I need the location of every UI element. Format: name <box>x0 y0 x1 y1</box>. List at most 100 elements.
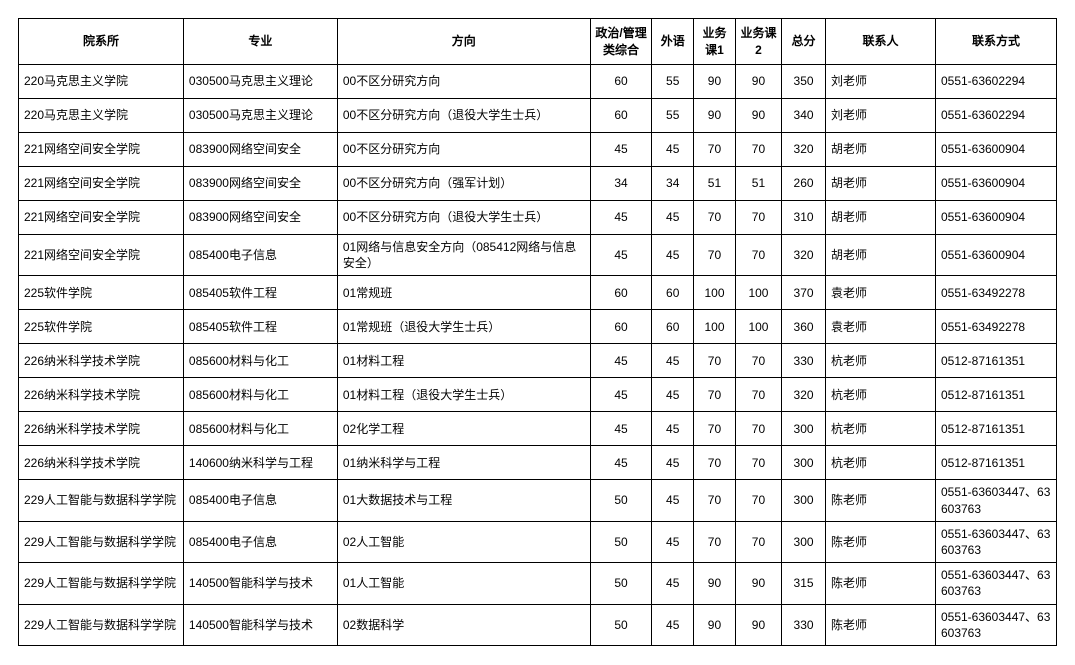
table-header: 院系所 专业 方向 政治/管理类综合 外语 业务课1 业务课2 总分 联系人 联… <box>19 19 1057 65</box>
table-row: 226纳米科学技术学院085600材料与化工01材料工程45457070330杭… <box>19 344 1057 378</box>
cell-pol: 45 <box>590 201 652 235</box>
cell-b1: 100 <box>694 310 736 344</box>
table-row: 221网络空间安全学院085400电子信息01网络与信息安全方向（085412网… <box>19 235 1057 276</box>
cell-pol: 45 <box>590 344 652 378</box>
cell-b1: 70 <box>694 412 736 446</box>
cell-b1: 70 <box>694 446 736 480</box>
cell-phone: 0551-63600904 <box>935 167 1056 201</box>
cell-b2: 70 <box>735 235 781 276</box>
cell-pol: 34 <box>590 167 652 201</box>
cell-pol: 50 <box>590 563 652 604</box>
cell-fl: 45 <box>652 604 694 645</box>
cell-fl: 34 <box>652 167 694 201</box>
cell-fl: 45 <box>652 235 694 276</box>
table-row: 221网络空间安全学院083900网络空间安全00不区分研究方向（退役大学生士兵… <box>19 201 1057 235</box>
cell-b2: 70 <box>735 412 781 446</box>
table-row: 226纳米科学技术学院140600纳米科学与工程01纳米科学与工程4545707… <box>19 446 1057 480</box>
cell-dir: 01人工智能 <box>337 563 590 604</box>
cell-dept: 225软件学院 <box>19 276 184 310</box>
cell-tot: 310 <box>782 201 826 235</box>
cell-phone: 0551-63602294 <box>935 99 1056 133</box>
cell-contact: 陈老师 <box>826 480 936 521</box>
cell-major: 085600材料与化工 <box>183 412 337 446</box>
cell-dept: 220马克思主义学院 <box>19 65 184 99</box>
cell-b1: 70 <box>694 344 736 378</box>
cell-tot: 370 <box>782 276 826 310</box>
cell-dept: 225软件学院 <box>19 310 184 344</box>
cell-contact: 杭老师 <box>826 412 936 446</box>
cell-b2: 100 <box>735 276 781 310</box>
col-major: 专业 <box>183 19 337 65</box>
cell-dept: 229人工智能与数据科学学院 <box>19 480 184 521</box>
cell-dir: 00不区分研究方向（退役大学生士兵） <box>337 99 590 133</box>
cell-dir: 00不区分研究方向（退役大学生士兵） <box>337 201 590 235</box>
cell-major: 140500智能科学与技术 <box>183 604 337 645</box>
cell-dept: 226纳米科学技术学院 <box>19 378 184 412</box>
cell-tot: 330 <box>782 344 826 378</box>
cell-contact: 胡老师 <box>826 133 936 167</box>
col-b2: 业务课2 <box>735 19 781 65</box>
cell-phone: 0551-63602294 <box>935 65 1056 99</box>
table-row: 229人工智能与数据科学学院085400电子信息01大数据技术与工程504570… <box>19 480 1057 521</box>
cell-pol: 45 <box>590 378 652 412</box>
cell-fl: 60 <box>652 310 694 344</box>
cell-phone: 0551-63603447、63603763 <box>935 563 1056 604</box>
cell-b2: 90 <box>735 604 781 645</box>
cell-b1: 100 <box>694 276 736 310</box>
cell-major: 085405软件工程 <box>183 310 337 344</box>
cell-major: 140500智能科学与技术 <box>183 563 337 604</box>
cell-fl: 45 <box>652 133 694 167</box>
cell-fl: 60 <box>652 276 694 310</box>
col-contact: 联系人 <box>826 19 936 65</box>
cell-dept: 221网络空间安全学院 <box>19 133 184 167</box>
cell-dir: 01纳米科学与工程 <box>337 446 590 480</box>
cell-fl: 45 <box>652 412 694 446</box>
cell-dir: 00不区分研究方向 <box>337 65 590 99</box>
cell-b2: 70 <box>735 378 781 412</box>
cell-pol: 45 <box>590 133 652 167</box>
cell-major: 030500马克思主义理论 <box>183 65 337 99</box>
cell-b2: 70 <box>735 446 781 480</box>
cell-major: 140600纳米科学与工程 <box>183 446 337 480</box>
col-b1: 业务课1 <box>694 19 736 65</box>
cell-contact: 刘老师 <box>826 65 936 99</box>
col-dept: 院系所 <box>19 19 184 65</box>
score-cutoff-table-container: 院系所 专业 方向 政治/管理类综合 外语 业务课1 业务课2 总分 联系人 联… <box>18 18 1057 646</box>
cell-b2: 90 <box>735 563 781 604</box>
cell-major: 085600材料与化工 <box>183 344 337 378</box>
table-row: 225软件学院085405软件工程01常规班（退役大学生士兵）606010010… <box>19 310 1057 344</box>
cell-b2: 51 <box>735 167 781 201</box>
cell-b2: 100 <box>735 310 781 344</box>
cell-b1: 70 <box>694 201 736 235</box>
cell-dir: 01常规班（退役大学生士兵） <box>337 310 590 344</box>
cell-tot: 360 <box>782 310 826 344</box>
cell-phone: 0551-63603447、63603763 <box>935 521 1056 562</box>
cell-b1: 70 <box>694 235 736 276</box>
cell-phone: 0551-63603447、63603763 <box>935 480 1056 521</box>
cell-pol: 50 <box>590 604 652 645</box>
table-row: 220马克思主义学院030500马克思主义理论00不区分研究方向60559090… <box>19 65 1057 99</box>
cell-contact: 胡老师 <box>826 167 936 201</box>
cell-b2: 70 <box>735 344 781 378</box>
cell-tot: 300 <box>782 412 826 446</box>
cell-fl: 45 <box>652 201 694 235</box>
table-row: 229人工智能与数据科学学院085400电子信息02人工智能5045707030… <box>19 521 1057 562</box>
cell-contact: 陈老师 <box>826 604 936 645</box>
cell-dept: 226纳米科学技术学院 <box>19 344 184 378</box>
cell-tot: 350 <box>782 65 826 99</box>
cell-b2: 90 <box>735 65 781 99</box>
cell-fl: 45 <box>652 563 694 604</box>
cell-tot: 320 <box>782 133 826 167</box>
cell-b1: 90 <box>694 99 736 133</box>
cell-dept: 229人工智能与数据科学学院 <box>19 563 184 604</box>
cell-dir: 01常规班 <box>337 276 590 310</box>
cell-dir: 01材料工程（退役大学生士兵） <box>337 378 590 412</box>
col-tot: 总分 <box>782 19 826 65</box>
cell-contact: 袁老师 <box>826 310 936 344</box>
cell-b2: 70 <box>735 480 781 521</box>
cell-b1: 70 <box>694 521 736 562</box>
cell-tot: 320 <box>782 378 826 412</box>
table-row: 221网络空间安全学院083900网络空间安全00不区分研究方向45457070… <box>19 133 1057 167</box>
table-row: 226纳米科学技术学院085600材料与化工02化学工程45457070300杭… <box>19 412 1057 446</box>
cell-pol: 60 <box>590 99 652 133</box>
